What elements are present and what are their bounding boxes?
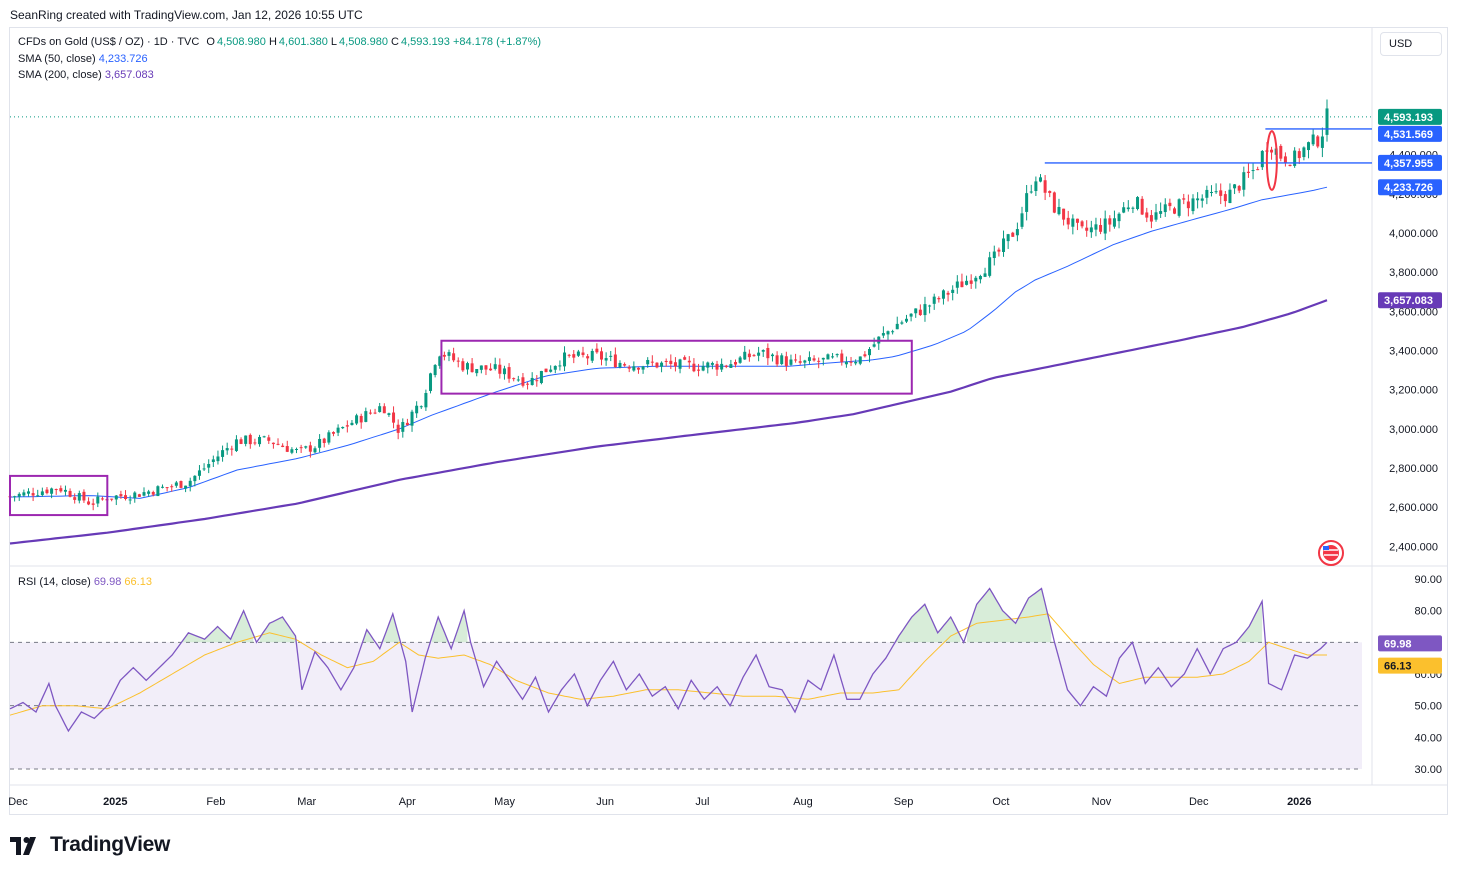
sma200-label: SMA (200, close) [18,69,102,81]
sma200-legend[interactable]: SMA (200, close) 3,657.083 [18,69,154,81]
symbol-legend[interactable]: CFDs on Gold (US$ / OZ) · 1D · TVC O 4,50… [18,36,541,48]
rsi-label: RSI (14, close) [18,576,91,588]
header-credit: SeanRing created with TradingView.com, J… [10,8,363,22]
open-value: 4,508.980 [216,36,266,48]
open-label: O [206,36,215,48]
high-label: H [268,36,277,48]
sma50-label: SMA (50, close) [18,53,96,65]
change-value: +84.178 (+1.87%) [452,36,542,48]
sma50-value: 4,233.726 [98,53,148,65]
sma50-legend[interactable]: SMA (50, close) 4,233.726 [18,53,148,65]
low-value: 4,508.980 [339,36,388,48]
rsi-legend-value: 69.98 [93,576,122,588]
chart-frame [9,27,1448,815]
high-value: 4,601.380 [278,36,328,48]
tradingview-brand: TradingView [50,833,171,856]
close-label: C [391,36,399,48]
rsi-ma-legend-value: 66.13 [124,576,152,588]
rsi-legend[interactable]: RSI (14, close) 69.98 66.13 [18,576,152,588]
tradingview-logo-icon [10,837,36,855]
tradingview-logo[interactable]: TradingView [10,833,170,857]
close-value: 4,593.193 [400,36,450,48]
low-label: L [330,36,338,48]
sma200-value: 3,657.083 [104,69,154,81]
currency-selector[interactable]: USD [1380,32,1442,56]
symbol-name: CFDs on Gold (US$ / OZ) · 1D · TVC [18,36,200,48]
